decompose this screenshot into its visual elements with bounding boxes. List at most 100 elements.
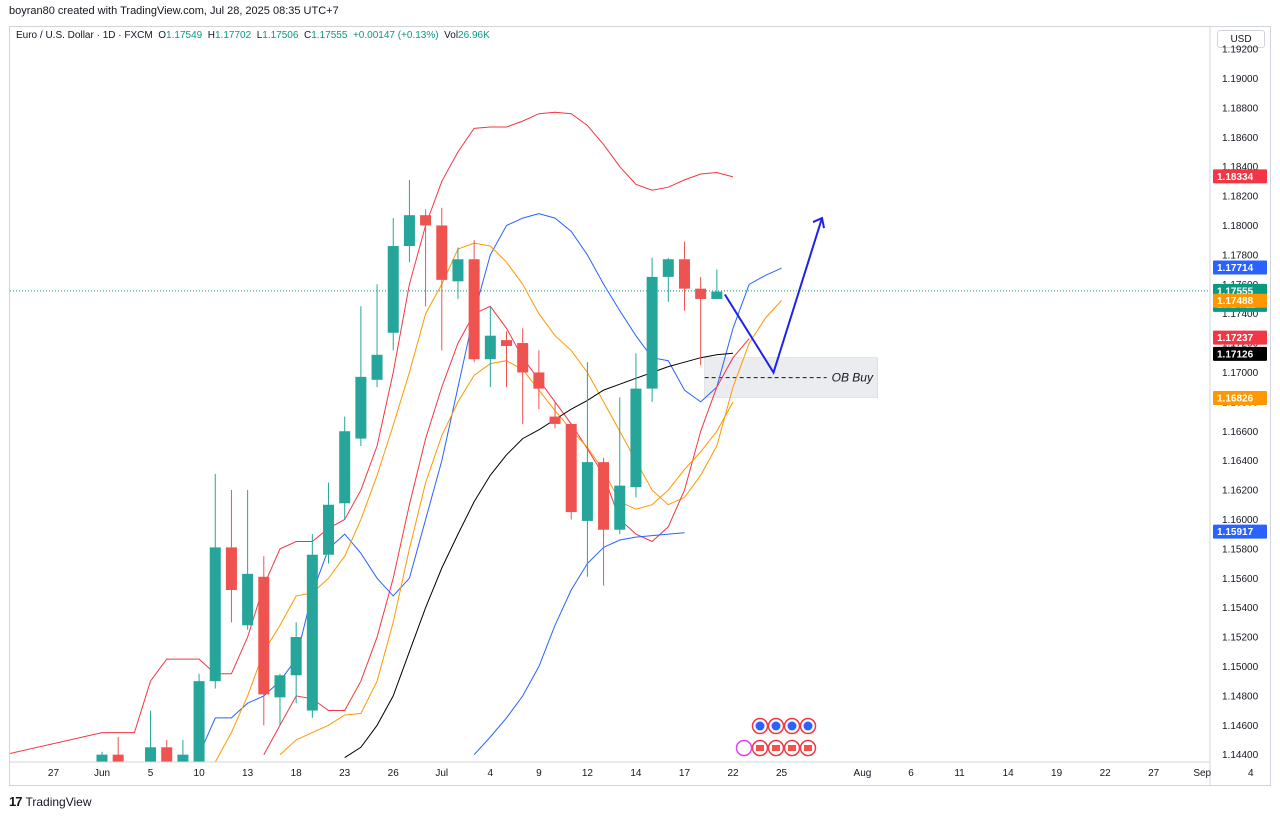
candle <box>517 328 529 424</box>
candle-body <box>452 259 464 282</box>
volume-value: 26.96K <box>458 30 490 41</box>
candle-body <box>306 554 318 711</box>
candle-body <box>371 354 383 380</box>
plot-area: OB Buy <box>10 111 1210 762</box>
candle <box>225 490 237 623</box>
y-tick-label: 1.15000 <box>1222 662 1259 673</box>
y-tick-label: 1.14800 <box>1222 691 1259 702</box>
candle <box>549 401 561 429</box>
candle <box>177 739 189 762</box>
candle <box>323 482 335 564</box>
x-tick-label: 23 <box>339 768 351 779</box>
x-tick-label: 17 <box>679 768 691 779</box>
price-label-box <box>1213 330 1267 345</box>
x-tick-label: Sep <box>1193 768 1211 779</box>
candle <box>242 490 254 630</box>
price-label: 1.17714 <box>1217 263 1254 274</box>
y-tick-label: 1.16000 <box>1222 515 1259 526</box>
price-label-box <box>1213 391 1267 406</box>
event-flag-dot-icon <box>755 721 765 731</box>
candle <box>290 622 302 704</box>
price-label-box <box>1213 260 1267 275</box>
candle <box>258 556 270 726</box>
price-label-box <box>1213 169 1267 184</box>
x-tick-label: 18 <box>291 768 303 779</box>
candle-body <box>225 547 237 591</box>
currency-button[interactable]: USD <box>1217 30 1265 48</box>
candle-body <box>355 376 367 439</box>
open-value: 1.17549 <box>166 30 203 41</box>
candle-body <box>436 225 448 280</box>
y-tick-label: 1.18400 <box>1222 162 1259 173</box>
candle-body <box>274 675 286 698</box>
event-us-flag-stripe-icon <box>756 745 764 751</box>
event-flag-dot-icon <box>803 721 813 731</box>
candle-body <box>209 547 221 682</box>
close-label: C <box>304 30 312 41</box>
event-us-flag-stripe-icon <box>788 745 796 751</box>
event-us-flag-stripe-icon <box>804 745 812 751</box>
y-tick-label: 1.19200 <box>1222 45 1259 56</box>
x-tick-label: 11 <box>954 768 965 779</box>
candle-body <box>339 431 351 504</box>
x-tick-label: 26 <box>388 768 400 779</box>
candle <box>371 284 383 388</box>
candle <box>501 331 512 388</box>
change-value: +0.00147 (+0.13%) <box>352 30 439 41</box>
symbol-name[interactable]: Euro / U.S. Dollar · 1D · FXCM <box>16 30 153 41</box>
candle-body <box>112 754 124 762</box>
candle-body <box>630 388 642 488</box>
candle-body <box>549 416 561 424</box>
event-flag-dot-icon <box>771 721 781 731</box>
indicator-lower-band-inner <box>279 360 734 756</box>
candle-body <box>96 754 108 762</box>
x-tick-label: 25 <box>776 768 788 779</box>
y-tick-label: 1.18600 <box>1222 133 1259 144</box>
tradingview-logo-icon[interactable]: 17 <box>9 794 23 809</box>
y-tick-label: 1.16400 <box>1222 456 1259 467</box>
candle-body <box>501 340 512 346</box>
candle <box>387 218 399 351</box>
candle <box>452 247 464 299</box>
x-tick-label: Jun <box>94 768 110 779</box>
x-tick-label: 22 <box>727 768 739 779</box>
open-label: O <box>158 30 167 41</box>
x-tick-label: 9 <box>536 768 542 779</box>
x-tick-label: Jul <box>435 768 448 779</box>
price-axis: 1.14400 1.14600 1.14800 1.15000 1.15200 1.154… <box>1209 27 1267 786</box>
x-tick-label: 27 <box>1148 768 1160 779</box>
event-markers <box>735 717 817 757</box>
candle <box>436 207 448 351</box>
candle-body <box>517 343 529 373</box>
price-label-box <box>1213 293 1267 308</box>
event-lightning-icon <box>735 739 753 757</box>
candle-body <box>290 637 302 676</box>
candle <box>533 350 545 410</box>
candle-body <box>145 747 157 762</box>
x-tick-label: 27 <box>48 768 60 779</box>
price-label: 1.17237 <box>1217 333 1254 344</box>
y-tick-label: 1.18800 <box>1222 103 1259 114</box>
candle-body <box>403 215 415 247</box>
x-tick-label: 22 <box>1100 768 1112 779</box>
price-label: 1.17555 <box>1217 286 1254 297</box>
low-label: L <box>256 30 263 41</box>
candle <box>484 306 496 388</box>
x-tick-label: 5 <box>148 768 154 779</box>
high-label: H <box>207 30 215 41</box>
x-tick-label: 14 <box>630 768 642 779</box>
indicator-lower-band-blue <box>473 532 685 756</box>
footer-brand[interactable]: TradingView <box>25 794 92 809</box>
x-tick-label: 4 <box>1248 768 1254 779</box>
x-tick-label: 19 <box>1051 768 1063 779</box>
price-label: 1.17126 <box>1217 349 1254 360</box>
candle-body <box>387 246 399 333</box>
price-label: 1.17488 <box>1217 296 1254 307</box>
volume-label: Vol <box>444 30 459 41</box>
x-tick-label: 10 <box>194 768 206 779</box>
y-tick-label: 1.15800 <box>1222 544 1259 555</box>
candle-body <box>695 288 707 299</box>
indicator-middle-band <box>214 242 782 762</box>
candle <box>662 257 674 302</box>
